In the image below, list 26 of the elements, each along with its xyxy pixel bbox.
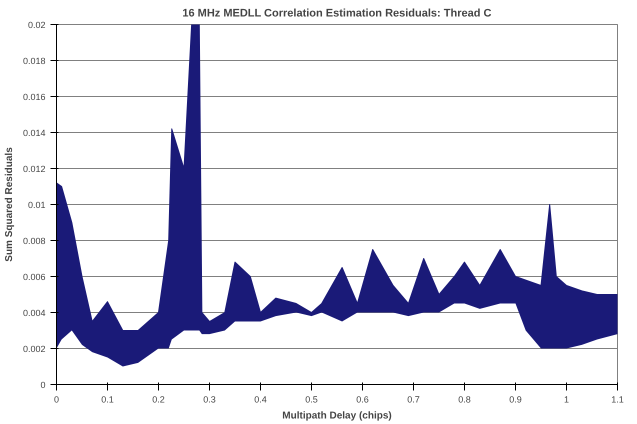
x-tick-label: 0.4 [254, 394, 267, 404]
y-tick-label: 0.002 [22, 344, 46, 354]
y-tick-label: 0.014 [22, 128, 46, 138]
y-tick-label: 0.004 [22, 308, 46, 318]
y-tick-label: 0.012 [22, 164, 46, 174]
chart-title: 16 MHz MEDLL Correlation Estimation Residuals: Thread C [182, 8, 492, 20]
x-tick-label: 0.3 [203, 394, 216, 404]
x-tick-label: 0.9 [509, 394, 522, 404]
x-tick-label: 0.5 [305, 394, 318, 404]
x-tick-label: 1 [564, 394, 570, 404]
y-tick-label: 0.016 [22, 92, 46, 102]
x-tick-label: 1.1 [611, 394, 624, 404]
x-tick-label: 0.2 [152, 394, 165, 404]
y-axis-title: Sum Squared Residuals [4, 146, 15, 262]
y-tick-label: 0 [40, 380, 46, 390]
x-tick-label: 0.8 [458, 394, 471, 404]
y-tick-label: 0.008 [22, 236, 46, 246]
y-tick-label: 0.006 [22, 272, 46, 282]
x-tick-label: 0 [54, 394, 60, 404]
x-tick-label: 0.1 [101, 394, 114, 404]
x-axis-title: Multipath Delay (chips) [282, 410, 392, 422]
x-tick-label: 0.7 [407, 394, 420, 404]
y-tick-label: 0.01 [28, 200, 46, 210]
y-tick-label: 0.018 [22, 56, 46, 66]
x-tick-label: 0.6 [356, 394, 369, 404]
y-tick-label: 0.02 [28, 20, 46, 30]
